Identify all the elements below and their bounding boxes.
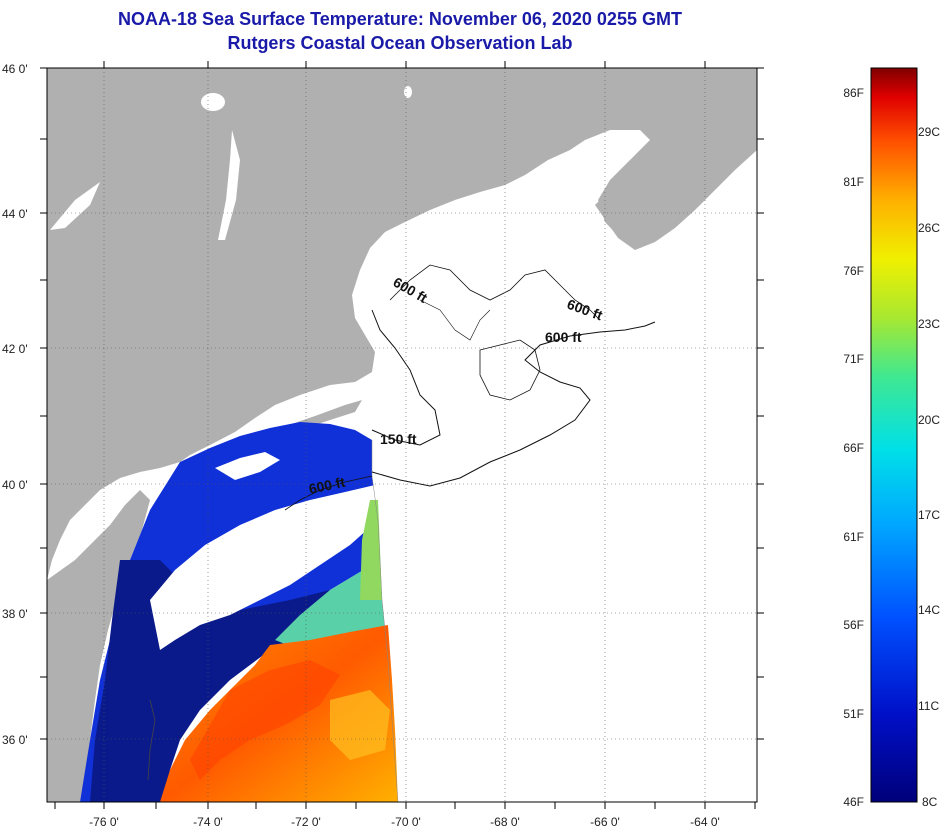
colorbar-label-c: 8C xyxy=(922,795,938,809)
lake xyxy=(404,86,412,98)
lat-label: 46 0' xyxy=(2,62,28,76)
colorbar-label-c: 17C xyxy=(918,508,940,522)
lon-label: -72 0' xyxy=(291,815,321,829)
contour-shelf-south xyxy=(147,699,156,781)
land-mainland xyxy=(47,68,757,580)
lake xyxy=(201,93,225,111)
lat-label: 36 0' xyxy=(2,733,28,747)
contour-600ft-gulf xyxy=(389,264,601,321)
cloud-cover xyxy=(150,485,378,650)
lon-label: -68 0' xyxy=(490,815,520,829)
sst-deep-blue xyxy=(90,560,330,802)
contour-banks xyxy=(479,339,541,401)
contour-shelf xyxy=(284,475,373,511)
colorbar-label-c: 26C xyxy=(918,221,940,235)
sst-warm-core xyxy=(190,660,340,780)
cloud-cover xyxy=(215,452,280,480)
sst-warm-eddy xyxy=(330,690,390,760)
colorbar-label-f: 86F xyxy=(843,86,864,100)
plot-frame xyxy=(46,67,758,803)
colorbar-label-f: 61F xyxy=(843,530,864,544)
colorbar-label-f: 76F xyxy=(843,264,864,278)
map-title: NOAA-18 Sea Surface Temperature: Novembe… xyxy=(118,9,682,29)
contour-detail xyxy=(419,299,491,341)
colorbar-label-f: 51F xyxy=(843,707,864,721)
lat-label: 44 0' xyxy=(2,207,28,221)
lon-ticks xyxy=(54,61,756,809)
lon-label: -64 0' xyxy=(690,815,720,829)
colorbar-label-f: 81F xyxy=(843,175,864,189)
colorbar-label-c: 20C xyxy=(918,413,940,427)
colorbar-label-f: 56F xyxy=(843,618,864,632)
lon-label: -76 0' xyxy=(89,815,119,829)
colorbar-label-f: 46F xyxy=(843,795,864,809)
lat-label: 40 0' xyxy=(2,478,28,492)
colorbar-label-c: 11C xyxy=(918,699,939,713)
colorbar-label-f: 66F xyxy=(843,441,864,455)
lat-label: 38 0' xyxy=(2,607,28,621)
colorbar-label-c: 29C xyxy=(918,125,940,139)
contour-600ft xyxy=(371,321,656,487)
lat-ticks xyxy=(40,67,764,740)
lat-label: 42 0' xyxy=(2,342,28,356)
colorbar-label-c: 23C xyxy=(918,317,940,331)
contour-150ft xyxy=(371,309,441,446)
lon-label: -66 0' xyxy=(590,815,620,829)
contour-label: 600 ft xyxy=(307,474,346,497)
map-subtitle: Rutgers Coastal Ocean Observation Lab xyxy=(227,33,573,53)
land-nova-scotia xyxy=(595,110,757,250)
colorbar xyxy=(870,67,918,803)
contour-label: 150 ft xyxy=(380,431,417,447)
contour-label: 600 ft xyxy=(545,329,582,345)
lake xyxy=(50,182,100,230)
sst-slope-green xyxy=(360,500,382,600)
lon-label: -70 0' xyxy=(391,815,421,829)
colorbar-label-c: 14C xyxy=(918,603,940,617)
lake xyxy=(218,130,240,240)
lon-label: -74 0' xyxy=(193,815,223,829)
sst-slope-water xyxy=(275,560,385,650)
colorbar-label-f: 71F xyxy=(843,352,864,366)
